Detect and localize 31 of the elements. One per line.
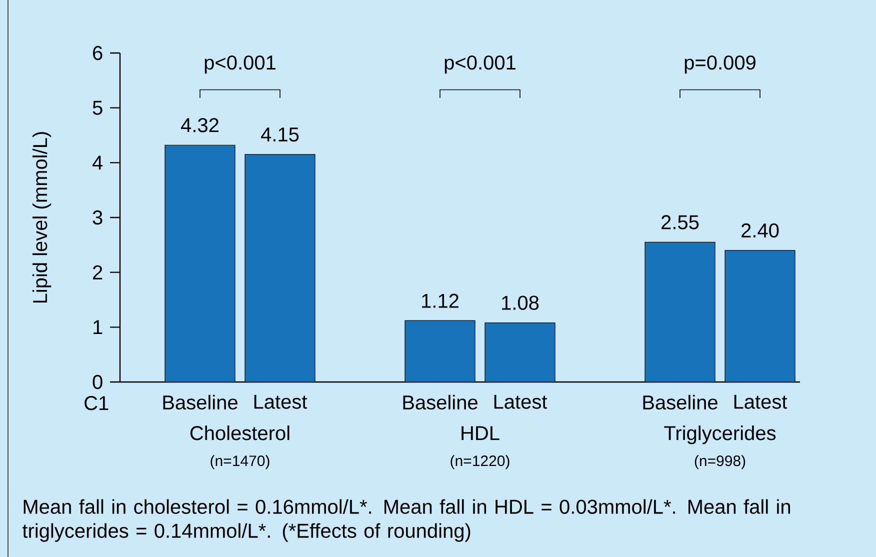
y-tick-label: 6 (93, 46, 102, 60)
text: Triglycerides (664, 426, 776, 444)
text: (n=998) (694, 455, 746, 470)
text: (n=1470) (210, 455, 270, 470)
y-tick-label: 3 (92, 210, 102, 225)
data-label: 4.32 (180, 118, 218, 132)
data-label: 1.08 (502, 296, 539, 310)
text: C1 (84, 396, 108, 410)
y-tick-label: 0 (92, 374, 102, 390)
text: Cholesterol (190, 426, 290, 440)
text: HDL (462, 426, 500, 440)
y-tick-label: 5 (92, 100, 102, 115)
annotation: p<0.001 (444, 55, 516, 74)
y-axis-title: Lipid level (mmol/L) (32, 132, 52, 303)
text: (n=1220) (450, 455, 510, 470)
text: Mean fall in cholesterol = 0.16mmol/L*. Mean fall in HDL = 0.03mmol/L*. Mean fall in triglycerides = 0.14mmol/L*. (*Effects of rounding) (22, 499, 790, 542)
data-label: 4.15 (260, 128, 299, 142)
x-tick-label: Baseline (643, 394, 718, 410)
data-label: 2.40 (742, 223, 779, 238)
x-tick-label: Latest (494, 394, 548, 409)
annotation: p=0.009 (684, 55, 756, 74)
y-tick-label: 4 (92, 156, 103, 170)
y-tick-label: 2 (93, 265, 102, 280)
data-label: 1.12 (422, 294, 458, 308)
x-tick-label: Baseline (403, 394, 478, 410)
x-tick-label: Latest (734, 394, 788, 409)
x-tick-label: Baseline (163, 394, 238, 410)
y-tick-label: 1 (94, 320, 102, 334)
data-label: 2.55 (662, 215, 699, 230)
annotation: p<0.001 (204, 55, 276, 74)
x-tick-label: Latest (254, 394, 308, 409)
